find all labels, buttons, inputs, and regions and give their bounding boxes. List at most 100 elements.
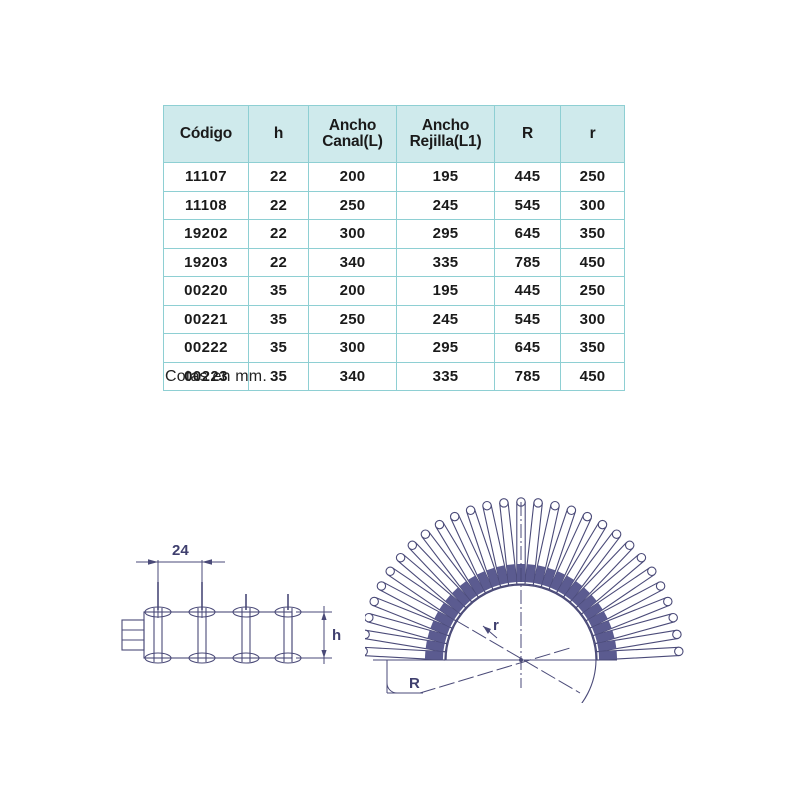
- centre-point: [519, 658, 523, 662]
- table-row: 19202 22 300 295 645 350: [163, 219, 625, 249]
- slat-root-block: [564, 581, 583, 601]
- radial-slat: [592, 612, 678, 645]
- cell-r: 300: [560, 190, 625, 220]
- radial-slat: [449, 511, 494, 594]
- cell-code: 11108: [163, 190, 249, 220]
- slat-root-block: [571, 587, 591, 607]
- slat-root-block: [445, 594, 465, 613]
- table-row: 11107 22 200 195 445 250: [163, 162, 625, 192]
- header-line: Canal(L): [322, 133, 383, 150]
- cell-ancho-rejilla: 245: [396, 190, 495, 220]
- slat: [144, 582, 172, 664]
- slat-root-block: [597, 640, 617, 652]
- slat-root-block: [439, 602, 459, 620]
- cell-ancho-rejilla: 335: [396, 247, 495, 277]
- slat-root-block: [424, 650, 444, 660]
- slat-root-block: [486, 567, 501, 588]
- radial-slat: [365, 629, 448, 653]
- radial-slat: [407, 540, 473, 609]
- radial-slat: [365, 646, 446, 661]
- slat-root-block: [427, 630, 447, 644]
- cell-h: 35: [248, 304, 309, 334]
- dimension-label-r: r: [493, 617, 499, 634]
- radial-slat: [540, 505, 577, 590]
- cell-R: 785: [494, 361, 561, 391]
- column-header-r: r: [560, 105, 625, 163]
- slat-root-block: [430, 620, 451, 635]
- side-elevation-drawing: 24 h: [121, 542, 341, 664]
- table-row: 11108 22 250 245 545 300: [163, 190, 625, 220]
- slat-root-block: [467, 575, 485, 596]
- slat-root-block: [598, 650, 618, 660]
- column-header-codigo: Código: [163, 105, 249, 163]
- slat-root-block: [451, 587, 471, 607]
- radial-slat: [434, 519, 486, 598]
- radial-slat: [575, 552, 647, 615]
- table-row: 19203 22 340 335 785 450: [163, 247, 625, 277]
- radial-slat: [420, 529, 479, 603]
- cell-r: 350: [560, 333, 625, 363]
- slat-root-block: [583, 602, 603, 620]
- cell-h: 22: [248, 190, 309, 220]
- radial-slat: [563, 529, 622, 603]
- cell-ancho-rejilla: 195: [396, 162, 495, 192]
- arrow-head: [321, 612, 327, 620]
- cell-ancho-rejilla: 195: [396, 276, 495, 306]
- header-line: h: [273, 124, 284, 142]
- radial-slat: [376, 581, 457, 629]
- cell-ancho-rejilla: 245: [396, 304, 495, 334]
- cell-ancho-canal: 300: [308, 333, 397, 363]
- end-tab: [121, 619, 145, 651]
- slat-root-block: [506, 564, 517, 583]
- radial-slat: [532, 500, 560, 588]
- cell-h: 22: [248, 162, 309, 192]
- spec-table-container: Código h Ancho Canal(L) Ancho Rejilla(L1…: [163, 105, 625, 391]
- cell-h: 35: [248, 333, 309, 363]
- cell-r: 250: [560, 162, 625, 192]
- slat: [232, 594, 260, 664]
- units-caption: Cotas en mm.: [165, 368, 267, 385]
- radial-slat: [465, 505, 502, 590]
- cell-R: 545: [494, 304, 561, 334]
- slat-root-block: [525, 564, 536, 583]
- cell-code: 00223: [163, 361, 249, 391]
- cell-h: 35: [248, 276, 309, 306]
- cell-r: 450: [560, 361, 625, 391]
- cell-ancho-canal: 300: [308, 219, 397, 249]
- dimension-label-24: 24: [172, 542, 189, 559]
- slat-root-block: [425, 640, 445, 652]
- slat-root-block: [557, 575, 575, 596]
- dimension-label-R: R: [409, 675, 420, 692]
- slat-root-block: [577, 594, 597, 613]
- cell-R: 785: [494, 247, 561, 277]
- radial-slat-group: [365, 497, 684, 661]
- header-line: Ancho: [421, 116, 470, 134]
- slat-root-block: [549, 571, 566, 591]
- cell-ancho-canal: 200: [308, 276, 397, 306]
- cell-h: 22: [248, 219, 309, 249]
- slat-root-block: [434, 611, 455, 628]
- radial-slat: [395, 552, 467, 615]
- radial-slat: [548, 511, 593, 594]
- slat-root-block: [595, 630, 615, 644]
- angle-arc: [386, 682, 398, 694]
- cell-r: 250: [560, 276, 625, 306]
- slat-group: [144, 582, 302, 664]
- cell-ancho-rejilla: 335: [396, 361, 495, 391]
- table-row: 00221 35 250 245 545 300: [163, 304, 625, 334]
- cell-r: 350: [560, 219, 625, 249]
- cell-code: 19202: [163, 219, 249, 249]
- spec-table: Código h Ancho Canal(L) Ancho Rejilla(L1…: [163, 105, 625, 391]
- radius-leader: [454, 619, 581, 694]
- slat-root-block: [496, 565, 509, 585]
- table-row: 00223 35 340 335 785 450: [163, 361, 625, 391]
- cell-ancho-canal: 250: [308, 190, 397, 220]
- table-header-row: Código h Ancho Canal(L) Ancho Rejilla(L1…: [163, 105, 625, 163]
- radial-slat: [589, 596, 673, 637]
- table-row: 00222 35 300 295 645 350: [163, 333, 625, 363]
- radial-slat: [365, 612, 450, 645]
- radial-slat: [596, 646, 684, 661]
- header-line: Rejilla(L1): [409, 133, 482, 150]
- slat-root-block: [459, 581, 478, 601]
